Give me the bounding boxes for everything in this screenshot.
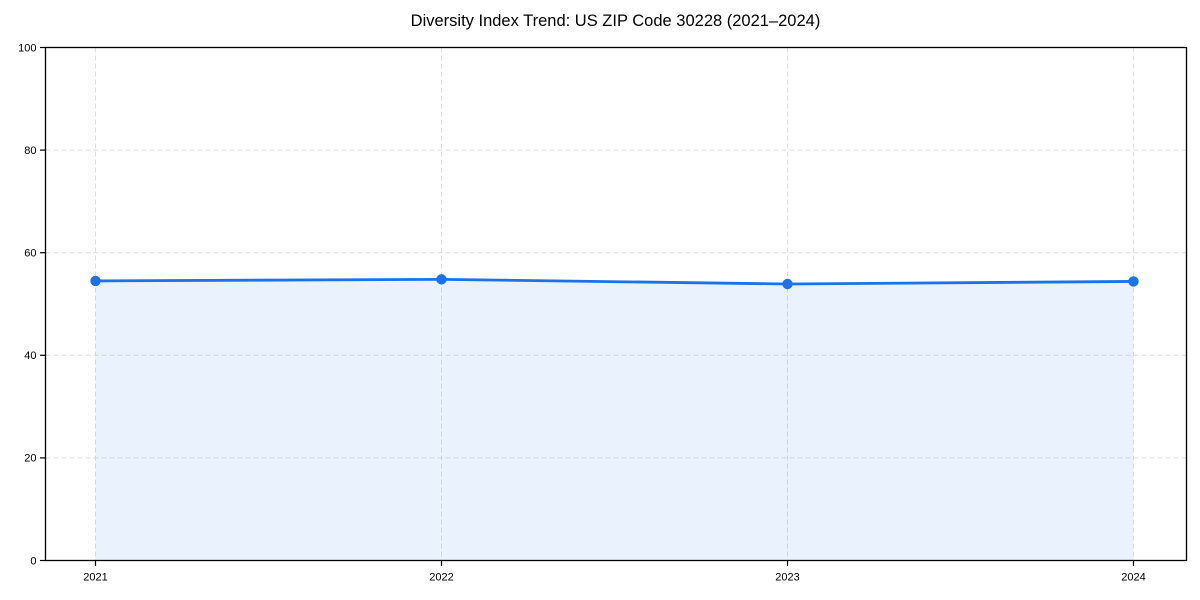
y-axis-tick-label: 40 [24, 350, 36, 362]
x-axis-tick-label: 2024 [1121, 572, 1145, 584]
x-axis-tick-label: 2023 [775, 572, 799, 584]
data-point-marker [436, 274, 447, 285]
y-axis-tick-label: 0 [30, 555, 36, 567]
data-point-marker [782, 278, 793, 290]
y-axis-tick-label: 60 [24, 248, 36, 260]
x-axis-tick-label: 2022 [429, 572, 453, 584]
y-axis-tick-label: 80 [24, 145, 36, 157]
chart-title: Diversity Index Trend: US ZIP Code 30228… [410, 12, 821, 30]
x-axis-tick-label: 2021 [83, 572, 107, 584]
trend-line [94, 277, 1135, 286]
data-point-marker [90, 275, 101, 287]
data-point-marker [1128, 276, 1139, 287]
plot-border [44, 46, 1188, 562]
y-axis-tick-label: 100 [18, 42, 36, 54]
y-axis-tick-label: 20 [24, 453, 36, 465]
area-fill [95, 279, 1134, 561]
